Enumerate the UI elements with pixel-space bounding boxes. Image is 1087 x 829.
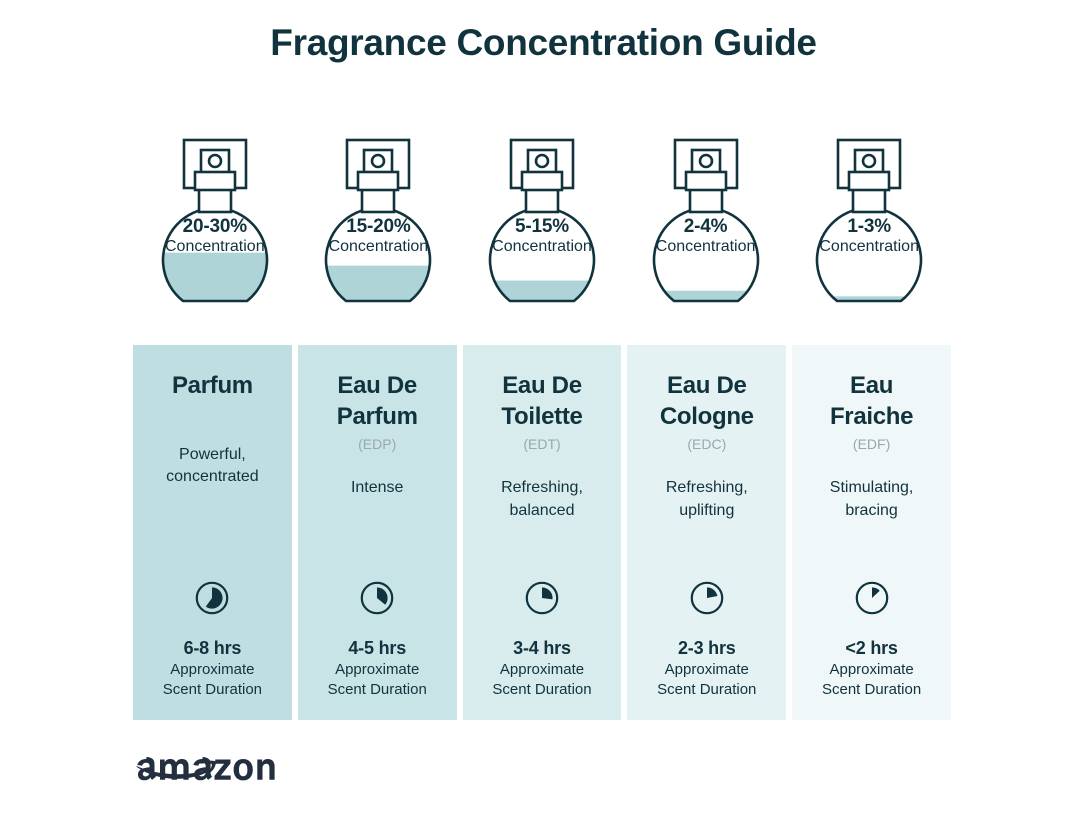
fragrance-name-line2: Cologne <box>659 402 754 430</box>
bottle-cell: 15-20% Concentration <box>297 136 461 336</box>
bottle-collar <box>520 170 564 192</box>
bottle-cell: 1-3% Concentration <box>787 136 951 336</box>
fragrance-panel-3[interactable]: Eau De Toilette (EDT) Refreshing, balanced 3-… <box>462 345 622 720</box>
bottle-nozzle-icon <box>207 153 223 169</box>
duration-sub-line1: Approximate <box>499 661 585 679</box>
duration-sub-line2: Scent Duration <box>162 681 263 699</box>
fragrance-description-line1: Powerful, <box>179 445 246 463</box>
duration-sub-line1: Approximate <box>664 661 749 679</box>
bottle-liquid <box>326 265 431 301</box>
duration-block: 3-4 hrs Approximate Scent Duration <box>463 637 622 700</box>
fragrance-name-line1: Eau De <box>667 372 747 399</box>
clock-icon <box>196 581 229 615</box>
bottle-nozzle-icon <box>534 153 550 169</box>
fragrance-abbreviation: (EDC) <box>687 436 727 453</box>
bottle-collar <box>193 170 237 192</box>
fragrance-panel-5[interactable]: Eau Fraiche (EDF) Stimulating, bracing <2 hrs… <box>792 345 951 720</box>
fragrance-panel-2[interactable]: Eau De Parfum (EDP) Intense 4-5 hrs Approxima… <box>297 345 457 720</box>
fragrance-description: Refreshing, uplifting <box>658 477 756 522</box>
fragrance-abbreviation: (EDT) <box>523 436 561 453</box>
fragrance-name: Eau De Cologne <box>654 371 760 432</box>
bottle-nozzle-icon <box>861 153 877 169</box>
bottle-neck <box>524 180 560 214</box>
duration-block: <2 hrs Approximate Scent Duration <box>792 637 951 700</box>
duration-value: 2-3 hrs <box>677 638 736 658</box>
fragrance-description-line2: balanced <box>509 502 575 520</box>
fragrance-panel-4[interactable]: Eau De Cologne (EDC) Refreshing, uplifting 2-… <box>627 345 787 720</box>
fragrance-abbreviation: (EDF) <box>852 436 891 453</box>
duration-clock <box>627 578 786 618</box>
bottle-liquid <box>817 296 922 301</box>
duration-block: 6-8 hrs Approximate Scent Duration <box>133 637 292 700</box>
page-title: Fragrance Concentration Guide <box>270 22 817 63</box>
bottle-collar <box>847 170 891 192</box>
bottle-collar <box>357 170 400 192</box>
fragrance-name-line1: Parfum <box>171 372 253 399</box>
clock-icon <box>360 581 394 615</box>
duration-block: 2-3 hrs Approximate Scent Duration <box>627 637 786 700</box>
fragrance-name: Eau De Parfum <box>331 371 424 432</box>
duration-sub-line1: Approximate <box>335 661 420 679</box>
duration-block: 4-5 hrs Approximate Scent Duration <box>298 637 457 700</box>
duration-value: 3-4 hrs <box>513 638 571 658</box>
fragrance-name-line1: Eau <box>850 372 894 399</box>
bottle-collar <box>684 170 727 192</box>
bottle-cell: 5-15% Concentration <box>460 136 624 336</box>
duration-value: <2 hrs <box>845 638 898 658</box>
clock-icon <box>855 581 888 615</box>
duration-clock <box>463 578 622 618</box>
duration-value: 6-8 hrs <box>183 638 242 658</box>
duration-sub-line2: Scent Duration <box>327 681 427 699</box>
duration-value: 4-5 hrs <box>348 638 407 658</box>
bottle-graphic <box>325 138 432 303</box>
fragrance-name: Eau Fraiche <box>824 371 919 432</box>
fragrance-description: Powerful, concentrated <box>158 444 267 489</box>
clock-icon <box>690 581 724 615</box>
fragrance-description-line2: bracing <box>845 502 898 520</box>
bottle-liquid <box>162 252 267 301</box>
duration-clock <box>298 578 457 618</box>
bottle-graphic <box>815 138 923 303</box>
fragrance-description-line1: Refreshing, <box>501 479 583 497</box>
fragrance-name-line2: Parfum <box>336 402 418 430</box>
bottle-cell: 20-30% Concentration <box>133 136 297 336</box>
fragrance-description-line2: uplifting <box>679 502 735 520</box>
duration-sub-line2: Scent Duration <box>821 681 922 699</box>
duration-sub-line1: Approximate <box>829 661 914 679</box>
bottle-graphic <box>652 138 759 303</box>
duration-sub-line2: Scent Duration <box>657 681 757 699</box>
fragrance-name-line2: Toilette <box>501 402 583 430</box>
fragrance-description-line1: Intense <box>350 479 404 497</box>
fragrance-name: Eau De Toilette <box>495 371 588 432</box>
fragrance-description: Stimulating, bracing <box>822 477 922 522</box>
bottle-nozzle-icon <box>698 153 713 169</box>
amazon-logo <box>133 742 283 792</box>
fragrance-name-line1: Eau De <box>502 372 582 399</box>
bottle-nozzle-icon <box>371 153 386 169</box>
duration-clock <box>792 578 951 618</box>
fragrance-panel-1[interactable]: Parfum Powerful, concentrated 6-8 hrs Approx… <box>133 345 292 720</box>
fragrance-name-line2: Fraiche <box>829 402 914 430</box>
bottle-graphic <box>161 138 269 303</box>
fragrance-name: Parfum <box>166 371 259 402</box>
bottle-graphic <box>488 138 596 303</box>
bottle-row: 20-30% Concentration 15-20% Concentration 5-… <box>133 136 951 336</box>
duration-clock <box>133 578 292 618</box>
bottle-liquid <box>489 280 594 301</box>
fragrance-abbreviation: (EDP) <box>358 436 397 453</box>
bottle-cell: 2-4% Concentration <box>624 136 788 336</box>
duration-sub-line2: Scent Duration <box>492 681 592 699</box>
bottle-body-outline <box>815 206 923 303</box>
fragrance-description: Refreshing, balanced <box>493 477 591 522</box>
duration-sub-line1: Approximate <box>170 661 255 679</box>
fragrance-description-line2: concentrated <box>166 468 259 486</box>
fragrance-description-line1: Stimulating, <box>829 479 914 497</box>
concentration-panels: Parfum Powerful, concentrated 6-8 hrs Approx… <box>133 345 951 720</box>
clock-icon <box>525 581 559 615</box>
bottle-body-outline <box>652 206 759 303</box>
bottle-liquid <box>653 290 758 301</box>
fragrance-description: Intense <box>343 477 411 500</box>
fragrance-name-line1: Eau De <box>337 372 417 399</box>
fragrance-description-line1: Refreshing, <box>665 479 748 497</box>
